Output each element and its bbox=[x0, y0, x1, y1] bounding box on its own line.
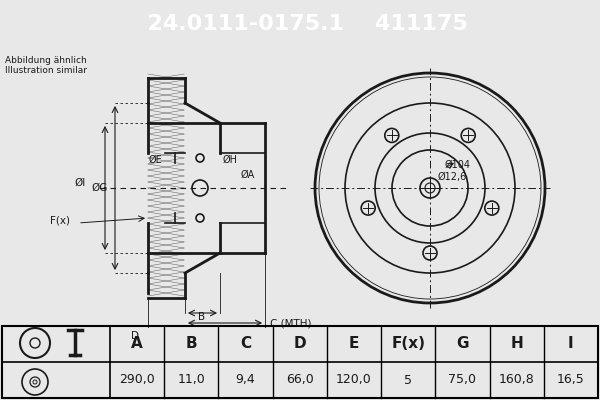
Text: ØE: ØE bbox=[148, 155, 162, 165]
Text: Illustration similar: Illustration similar bbox=[5, 66, 87, 75]
Text: ØH: ØH bbox=[223, 155, 238, 165]
Text: Abbildung ähnlich: Abbildung ähnlich bbox=[5, 56, 87, 65]
Text: ØA: ØA bbox=[241, 170, 255, 180]
Text: 11,0: 11,0 bbox=[178, 374, 205, 386]
Text: D: D bbox=[293, 336, 306, 352]
Text: D: D bbox=[131, 331, 139, 341]
Text: G: G bbox=[456, 336, 469, 352]
Text: F(x): F(x) bbox=[391, 336, 425, 352]
Text: 75,0: 75,0 bbox=[448, 374, 476, 386]
Text: 16,5: 16,5 bbox=[557, 374, 585, 386]
Text: 5: 5 bbox=[404, 374, 412, 386]
Text: C: C bbox=[240, 336, 251, 352]
Text: C (MTH): C (MTH) bbox=[270, 318, 311, 328]
Text: Ø12,6: Ø12,6 bbox=[438, 172, 467, 182]
Text: F(x): F(x) bbox=[50, 215, 70, 225]
Text: 160,8: 160,8 bbox=[499, 374, 535, 386]
Text: 66,0: 66,0 bbox=[286, 374, 314, 386]
Text: E: E bbox=[349, 336, 359, 352]
Text: 24.0111-0175.1    411175: 24.0111-0175.1 411175 bbox=[132, 14, 468, 34]
Text: Ø104: Ø104 bbox=[445, 160, 471, 170]
Text: H: H bbox=[510, 336, 523, 352]
Text: ØI: ØI bbox=[74, 178, 86, 188]
Text: 290,0: 290,0 bbox=[119, 374, 155, 386]
Text: ØG: ØG bbox=[92, 183, 108, 193]
Text: B: B bbox=[185, 336, 197, 352]
Text: 9,4: 9,4 bbox=[236, 374, 256, 386]
Text: I: I bbox=[568, 336, 574, 352]
Text: B: B bbox=[199, 312, 206, 322]
Text: A: A bbox=[131, 336, 143, 352]
Text: 120,0: 120,0 bbox=[336, 374, 372, 386]
